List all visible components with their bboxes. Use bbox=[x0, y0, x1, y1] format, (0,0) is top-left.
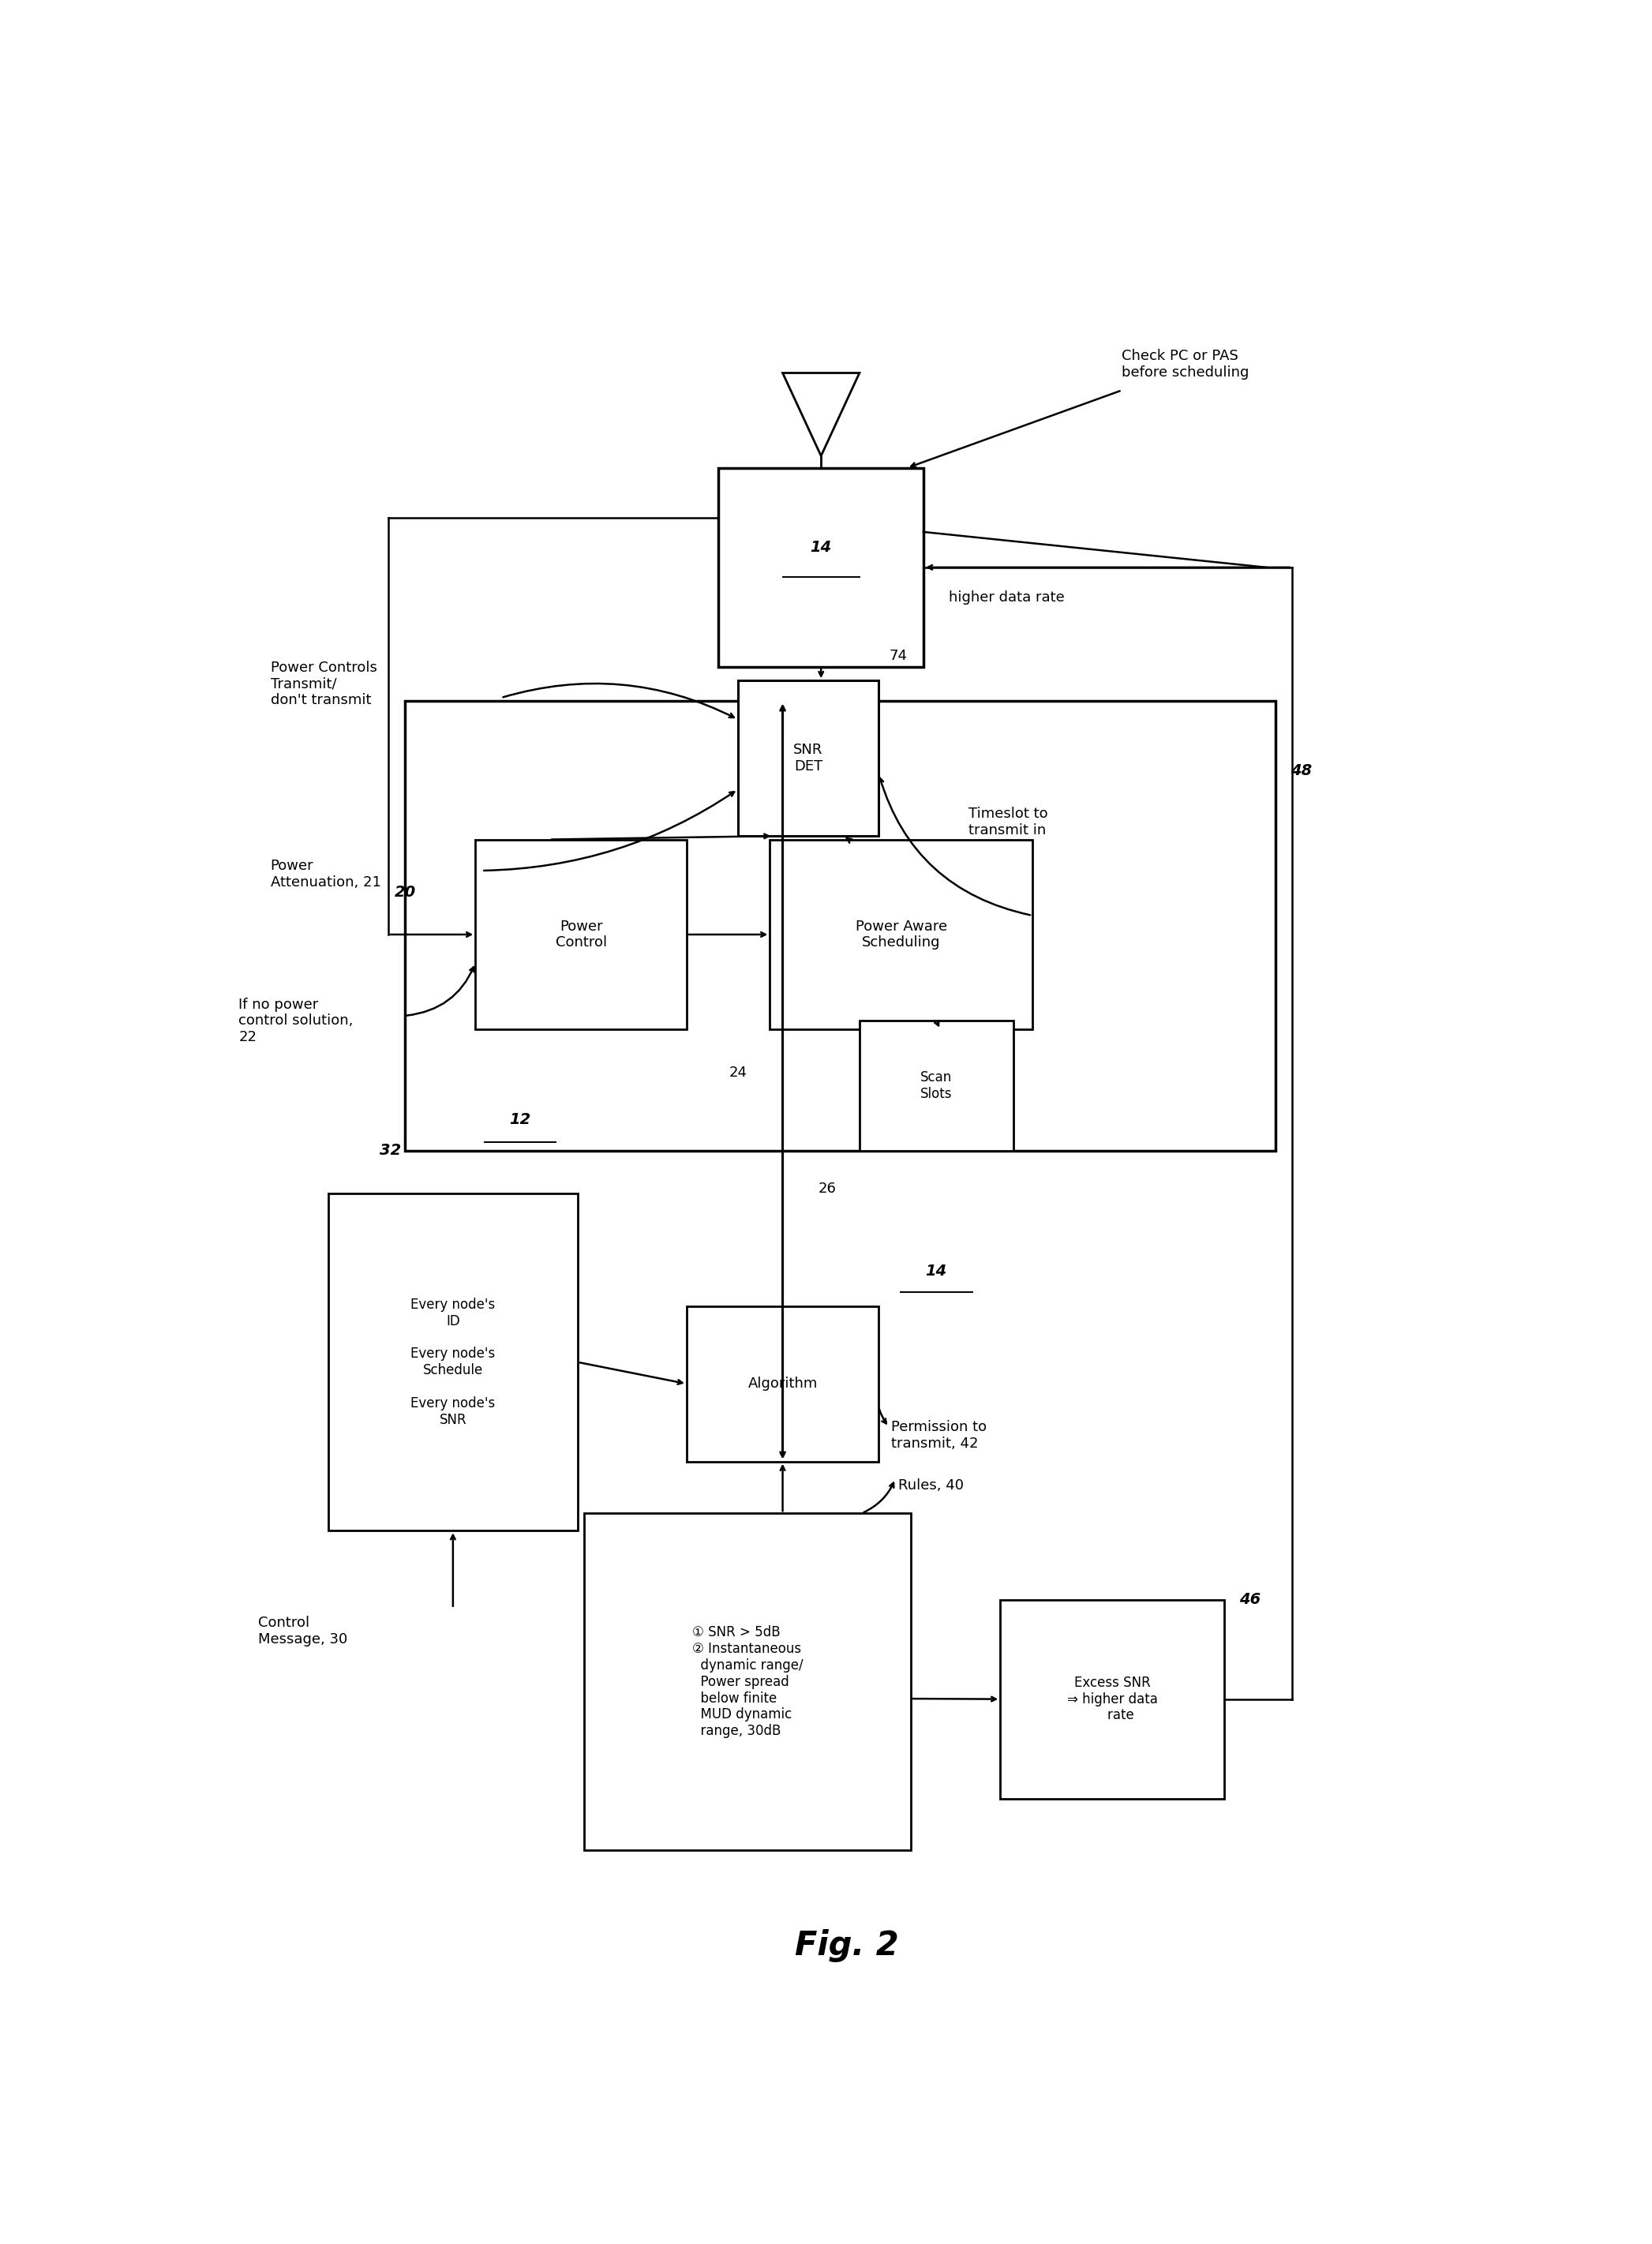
Text: Power
Control: Power Control bbox=[555, 920, 606, 949]
Text: 20: 20 bbox=[395, 884, 416, 900]
Bar bbox=[476, 839, 687, 1030]
Text: If no power
control solution,
22: If no power control solution, 22 bbox=[238, 996, 354, 1043]
Text: ① SNR > 5dB
② Instantaneous
  dynamic range/
  Power spread
  below finite
  MUD: ① SNR > 5dB ② Instantaneous dynamic rang… bbox=[692, 1625, 803, 1739]
Text: Excess SNR
⇒ higher data
    rate: Excess SNR ⇒ higher data rate bbox=[1067, 1676, 1158, 1723]
Text: Power
Attenuation, 21: Power Attenuation, 21 bbox=[271, 859, 382, 889]
Text: Fig. 2: Fig. 2 bbox=[795, 1930, 899, 1961]
Text: Check PC or PAS
before scheduling: Check PC or PAS before scheduling bbox=[1122, 350, 1249, 379]
Text: Rules, 40: Rules, 40 bbox=[899, 1479, 963, 1492]
Text: Scan
Slots: Scan Slots bbox=[920, 1070, 952, 1102]
Text: 14: 14 bbox=[925, 1263, 947, 1279]
Text: SNR
DET: SNR DET bbox=[793, 743, 823, 774]
Text: 48: 48 bbox=[1290, 763, 1312, 779]
Text: 26: 26 bbox=[818, 1180, 836, 1196]
Bar bbox=[738, 680, 879, 837]
Text: 12: 12 bbox=[509, 1111, 530, 1126]
Text: Power Controls
Transmit/
don't transmit: Power Controls Transmit/ don't transmit bbox=[271, 660, 377, 707]
Bar bbox=[999, 1600, 1224, 1797]
Bar bbox=[585, 1512, 910, 1851]
Text: 32: 32 bbox=[380, 1142, 401, 1158]
Text: Permission to
transmit, 42: Permission to transmit, 42 bbox=[892, 1420, 986, 1452]
Text: higher data rate: higher data rate bbox=[948, 590, 1066, 604]
Bar bbox=[719, 469, 923, 666]
Text: Algorithm: Algorithm bbox=[748, 1376, 818, 1391]
Bar bbox=[859, 1021, 1013, 1151]
Text: 74: 74 bbox=[889, 649, 907, 664]
Bar bbox=[405, 700, 1275, 1151]
Text: Power Aware
Scheduling: Power Aware Scheduling bbox=[856, 920, 947, 949]
Text: 14: 14 bbox=[809, 541, 833, 554]
Text: 46: 46 bbox=[1239, 1593, 1260, 1607]
Text: 24: 24 bbox=[729, 1066, 747, 1079]
Bar bbox=[770, 839, 1032, 1030]
Text: Timeslot to
transmit in: Timeslot to transmit in bbox=[968, 808, 1047, 837]
Bar bbox=[329, 1194, 578, 1530]
Bar bbox=[687, 1306, 879, 1461]
Text: Control
Message, 30: Control Message, 30 bbox=[258, 1616, 347, 1647]
Text: Every node's
ID

Every node's
Schedule

Every node's
SNR: Every node's ID Every node's Schedule Ev… bbox=[411, 1297, 496, 1427]
